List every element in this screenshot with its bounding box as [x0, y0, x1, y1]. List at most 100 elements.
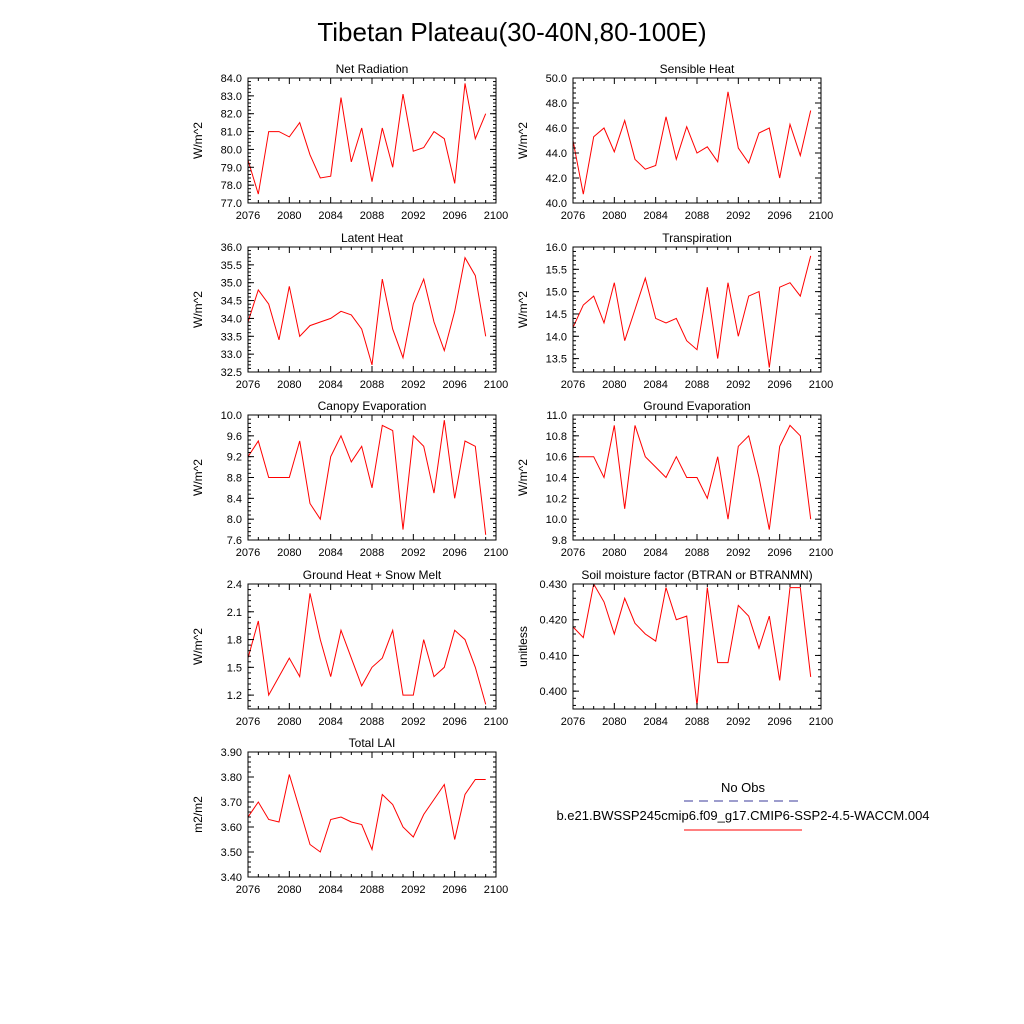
x-tick-label: 2076 [236, 210, 260, 222]
x-tick-label: 2080 [602, 379, 626, 391]
y-tick-label: 10.0 [546, 514, 567, 526]
x-tick-label: 2100 [809, 716, 833, 728]
y-axis-label: W/m^2 [516, 291, 530, 328]
x-tick-label: 2084 [643, 379, 667, 391]
x-tick-label: 2080 [277, 379, 301, 391]
x-tick-label: 2084 [318, 210, 342, 222]
x-tick-label: 2080 [602, 547, 626, 559]
y-tick-label: 42.0 [546, 173, 567, 185]
y-tick-label: 9.2 [227, 452, 242, 464]
x-tick-label: 2092 [726, 210, 750, 222]
series-line [573, 91, 812, 195]
y-axis-label: W/m^2 [516, 459, 530, 496]
y-tick-label: 8.4 [227, 493, 242, 505]
y-axis-label: m2/m2 [191, 796, 205, 833]
panel-title: Total LAI [349, 736, 396, 750]
y-tick-label: 15.0 [546, 287, 567, 299]
panel-4: Transpiration W/m^2 2076 2080 2084 2088 2092 20… [516, 231, 833, 391]
y-axis-label: unitless [516, 626, 530, 667]
x-tick-label: 2092 [726, 379, 750, 391]
series-line [248, 83, 487, 195]
series-line [573, 584, 812, 706]
x-tick-label: 2092 [726, 716, 750, 728]
panel-7: Ground Heat + Snow Melt W/m^2 2076 2080 2084… [191, 568, 508, 728]
y-tick-label: 14.0 [546, 331, 567, 343]
x-tick-label: 2088 [360, 716, 384, 728]
x-tick-label: 2100 [809, 210, 833, 222]
x-tick-label: 2084 [318, 884, 342, 896]
y-tick-label: 2.4 [227, 579, 242, 591]
y-tick-label: 33.0 [221, 349, 242, 361]
series-line [573, 255, 812, 368]
x-tick-label: 2092 [401, 210, 425, 222]
y-tick-label: 11.0 [546, 410, 567, 422]
panel-title: Latent Heat [341, 231, 404, 245]
panel-title: Ground Evaporation [643, 399, 750, 413]
plot-frame [572, 246, 822, 373]
x-tick-label: 2096 [767, 547, 791, 559]
x-tick-label: 2088 [360, 379, 384, 391]
x-tick-label: 2092 [401, 547, 425, 559]
y-tick-label: 50.0 [546, 73, 567, 85]
y-tick-label: 3.50 [221, 847, 242, 859]
page-title: Tibetan Plateau(30-40N,80-100E) [317, 17, 706, 47]
y-axis-label: W/m^2 [191, 122, 205, 159]
y-tick-label: 15.5 [546, 264, 567, 276]
y-tick-label: 10.0 [221, 410, 242, 422]
x-tick-label: 2080 [277, 547, 301, 559]
y-tick-label: 79.0 [221, 162, 242, 174]
y-tick-label: 40.0 [546, 198, 567, 210]
y-tick-label: 80.0 [221, 144, 242, 156]
y-tick-label: 44.0 [546, 148, 567, 160]
series-line [248, 593, 487, 705]
y-tick-label: 10.4 [546, 473, 567, 485]
panel-title: Canopy Evaporation [318, 399, 427, 413]
y-tick-label: 8.0 [227, 514, 242, 526]
x-tick-label: 2096 [767, 379, 791, 391]
y-tick-label: 1.5 [227, 662, 242, 674]
y-tick-label: 78.0 [221, 180, 242, 192]
y-axis-label: W/m^2 [191, 628, 205, 665]
x-tick-label: 2088 [360, 547, 384, 559]
panel-2: Sensible Heat W/m^2 2076 2080 2084 2088 2092 20… [516, 62, 833, 222]
x-tick-label: 2100 [484, 884, 508, 896]
x-tick-label: 2080 [602, 716, 626, 728]
x-tick-label: 2096 [442, 547, 466, 559]
x-tick-label: 2096 [442, 379, 466, 391]
y-tick-label: 35.5 [221, 260, 242, 272]
x-tick-label: 2080 [277, 716, 301, 728]
series-line [573, 424, 812, 530]
series-line [248, 774, 486, 853]
x-tick-label: 2084 [643, 547, 667, 559]
y-axis-label: W/m^2 [191, 459, 205, 496]
legend-obs-label: No Obs [721, 780, 766, 795]
y-tick-label: 36.0 [221, 242, 242, 254]
panel-title: Soil moisture factor (BTRAN or BTRANMN) [581, 568, 812, 582]
panel-3: Latent Heat W/m^2 2076 2080 2084 2088 2092 2096… [191, 231, 508, 391]
x-tick-label: 2076 [236, 884, 260, 896]
y-tick-label: 34.5 [221, 296, 242, 308]
y-axis-label: W/m^2 [191, 291, 205, 328]
y-tick-label: 3.70 [221, 797, 242, 809]
panels: Net Radiation W/m^2 2076 2080 2084 2088 2092 20… [191, 62, 833, 896]
y-tick-label: 35.0 [221, 278, 242, 290]
y-tick-label: 34.0 [221, 313, 242, 325]
x-tick-label: 2100 [809, 379, 833, 391]
x-tick-label: 2100 [484, 716, 508, 728]
x-tick-label: 2084 [643, 716, 667, 728]
x-tick-label: 2100 [809, 547, 833, 559]
x-tick-label: 2084 [318, 379, 342, 391]
plot-frame [247, 751, 497, 878]
y-tick-label: 10.2 [546, 493, 567, 505]
y-tick-label: 3.90 [221, 747, 242, 759]
x-tick-label: 2096 [442, 884, 466, 896]
x-tick-label: 2092 [726, 547, 750, 559]
x-tick-label: 2100 [484, 379, 508, 391]
x-tick-label: 2096 [767, 716, 791, 728]
y-tick-label: 10.6 [546, 452, 567, 464]
panel-title: Net Radiation [336, 62, 409, 76]
legend-model-label: b.e21.BWSSP245cmip6.f09_g17.CMIP6-SSP2-4… [556, 808, 929, 823]
y-tick-label: 0.420 [539, 615, 567, 627]
panel-title: Transpiration [662, 231, 732, 245]
y-tick-label: 0.410 [539, 650, 567, 662]
